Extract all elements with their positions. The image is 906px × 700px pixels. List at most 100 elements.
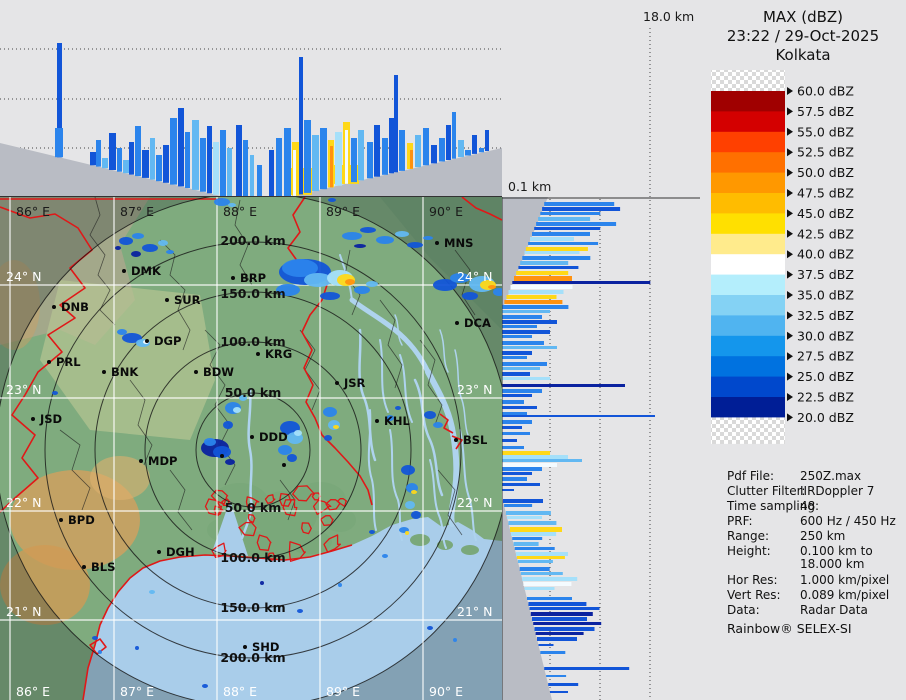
beyond-range-shade bbox=[0, 197, 502, 700]
profile-bar bbox=[502, 372, 530, 376]
radar-echo bbox=[433, 422, 443, 428]
river bbox=[454, 349, 469, 436]
profile-bar bbox=[534, 227, 601, 230]
radar-echo bbox=[376, 236, 394, 244]
scale-band bbox=[711, 70, 785, 92]
scale-tick-arrow bbox=[787, 229, 793, 238]
profile-bar bbox=[512, 537, 543, 540]
scale-label: 20.0 dBZ bbox=[797, 410, 854, 425]
coastline-scribble bbox=[247, 513, 256, 523]
profile-bar bbox=[109, 133, 116, 170]
metadata-label: Time sampling: bbox=[726, 499, 819, 513]
profile-bar bbox=[192, 120, 199, 190]
radar-echo bbox=[122, 333, 142, 343]
scale-band bbox=[711, 172, 785, 194]
radar-echo bbox=[328, 198, 336, 202]
radar-echo bbox=[228, 203, 236, 207]
radar-echo bbox=[333, 425, 339, 429]
radar-echo bbox=[423, 236, 433, 240]
district-line bbox=[419, 339, 443, 426]
profile-bar bbox=[516, 552, 568, 556]
profile-bar bbox=[502, 389, 542, 393]
district-line bbox=[437, 469, 463, 536]
scale-band bbox=[711, 397, 785, 418]
profile-bar bbox=[502, 467, 542, 471]
radar-echo bbox=[204, 438, 216, 446]
profile-bar bbox=[117, 148, 122, 172]
range-ring-label: 100.0 km bbox=[220, 334, 285, 349]
profile-bar bbox=[516, 556, 565, 559]
coastline-scribble bbox=[323, 534, 342, 553]
radar-echo bbox=[407, 242, 423, 248]
legend-panel: MAX (dBZ) 23:22 / 29-Oct-2025 Kolkata 60… bbox=[711, 8, 896, 636]
coastline-scribble bbox=[238, 521, 257, 537]
profile-bar bbox=[293, 150, 296, 196]
profile-bar bbox=[250, 155, 254, 196]
city-label: SUR bbox=[174, 293, 201, 307]
district-line bbox=[159, 239, 191, 351]
latlon-grid bbox=[0, 197, 502, 700]
station-name: Kolkata bbox=[775, 46, 830, 64]
scale-tick-arrow bbox=[787, 168, 793, 177]
profile-bar bbox=[502, 320, 557, 324]
profile-bar bbox=[502, 325, 537, 328]
radar-echo bbox=[424, 411, 436, 419]
metadata-label: Range: bbox=[727, 529, 769, 543]
radar-echo bbox=[386, 415, 394, 421]
city-dot bbox=[102, 370, 106, 374]
city-label: BLS bbox=[91, 560, 115, 574]
radar-echo bbox=[354, 244, 366, 248]
scale-label: 30.0 dBZ bbox=[797, 328, 854, 343]
profile-bar bbox=[528, 242, 599, 245]
profile-bar bbox=[502, 394, 532, 397]
longitude-label-bottom: 86° E bbox=[16, 684, 50, 699]
radar-echo bbox=[342, 232, 362, 240]
scale-label: 50.0 dBZ bbox=[797, 165, 854, 180]
profile-bar bbox=[415, 135, 421, 168]
radar-echo bbox=[488, 285, 496, 289]
radar-echo bbox=[98, 650, 102, 654]
profile-bar bbox=[312, 135, 319, 192]
district-line bbox=[234, 199, 253, 286]
profile-bar bbox=[505, 511, 551, 515]
profile-bar bbox=[522, 256, 591, 260]
radar-echo bbox=[304, 273, 332, 287]
profile-bar bbox=[299, 57, 303, 195]
radar-echo bbox=[450, 273, 470, 283]
profile-bar bbox=[502, 310, 550, 313]
profile-bar bbox=[502, 489, 514, 491]
longitude-label-bottom: 87° E bbox=[120, 684, 154, 699]
profile-bar bbox=[96, 140, 101, 167]
city-dot bbox=[220, 454, 224, 458]
profile-bar bbox=[510, 527, 562, 532]
radar-echo bbox=[131, 251, 141, 257]
profile-bar bbox=[508, 521, 557, 525]
radar-echo bbox=[382, 554, 388, 558]
longitude-label-top: 86° E bbox=[16, 204, 50, 219]
profile-bar bbox=[243, 140, 248, 196]
district-line bbox=[454, 249, 476, 316]
city-label: DNB bbox=[61, 300, 89, 314]
scale-label: 37.5 dBZ bbox=[797, 267, 854, 282]
radar-echo bbox=[214, 198, 230, 206]
profile-bar bbox=[535, 632, 584, 635]
profile-bar bbox=[178, 108, 184, 187]
profile-bar bbox=[207, 126, 212, 194]
scale-band bbox=[711, 254, 785, 276]
river bbox=[429, 459, 447, 549]
radar-echo bbox=[276, 284, 300, 296]
radar-echo bbox=[278, 445, 292, 455]
scale-band bbox=[711, 213, 785, 235]
metadata-label: Height: bbox=[727, 544, 771, 558]
terrain-patch bbox=[461, 545, 479, 555]
scale-band bbox=[711, 315, 785, 337]
radar-echo bbox=[132, 233, 144, 239]
radar-echo bbox=[92, 636, 98, 640]
radar-echo bbox=[202, 684, 208, 688]
river bbox=[399, 354, 413, 423]
profile-bar bbox=[446, 125, 451, 160]
city-label: DDD bbox=[259, 430, 288, 444]
profile-bar bbox=[382, 138, 388, 175]
profile-bar bbox=[502, 330, 550, 334]
